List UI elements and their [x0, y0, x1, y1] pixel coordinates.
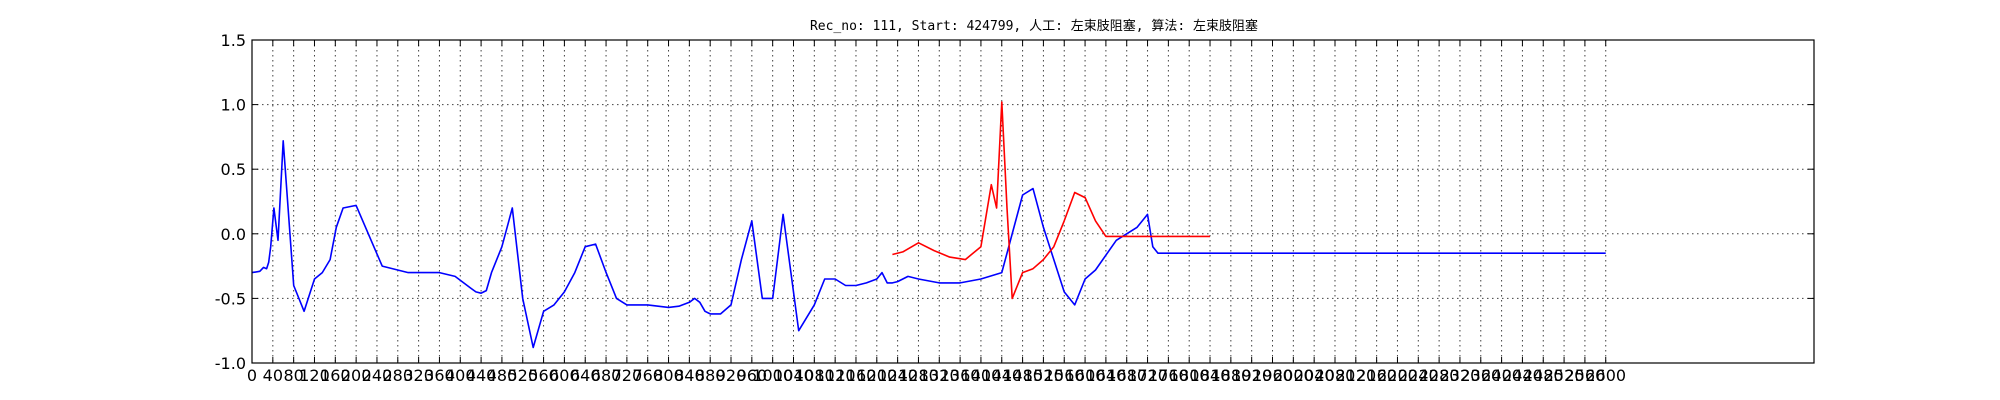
- chart-title: Rec_no: 111, Start: 424799, 人工: 左束肢阻塞, 算…: [810, 18, 1258, 34]
- x-tick-label: 480: [487, 366, 518, 385]
- x-tick-label: 1080: [794, 366, 835, 385]
- series-line-0: [251, 140, 1606, 349]
- x-tick-label: 1200: [856, 366, 897, 385]
- x-tick-label: 1120: [815, 366, 856, 385]
- x-tick-label: 1000: [752, 366, 793, 385]
- x-tick-label: 2240: [1398, 366, 1439, 385]
- x-tick-label: 2120: [1335, 366, 1376, 385]
- x-tick-label: 1240: [877, 366, 918, 385]
- x-tick-label: 1280: [898, 366, 939, 385]
- plot-frame: [251, 39, 1815, 364]
- x-tick-label: 640: [570, 366, 601, 385]
- x-tick-label: 960: [737, 366, 768, 385]
- x-tick-label: 1960: [1252, 366, 1293, 385]
- x-tick-label: 2360: [1460, 366, 1501, 385]
- series-layer: [251, 101, 1606, 349]
- x-tick-label: 880: [695, 366, 726, 385]
- x-tick-label: 1640: [1086, 366, 1127, 385]
- x-tick-label: 2000: [1273, 366, 1314, 385]
- axis-layer: 1.5 1.0 0.5 0.0 -0.5 -1.00 40 80120160200240280…: [215, 31, 1814, 385]
- x-tick-label: 440: [466, 366, 497, 385]
- x-tick-label: 1920: [1231, 366, 1272, 385]
- x-tick-label: 760: [632, 366, 663, 385]
- x-tick-label: 2440: [1502, 366, 1543, 385]
- x-tick-label: 1760: [1148, 366, 1189, 385]
- y-tick-label: 1.0: [221, 96, 246, 115]
- y-tick-label: 0.5: [221, 160, 246, 179]
- x-tick-label: 2280: [1419, 366, 1460, 385]
- x-tick-label: 1800: [1169, 366, 1210, 385]
- x-tick-label: 2520: [1544, 366, 1585, 385]
- x-tick-label: 2600: [1585, 366, 1626, 385]
- x-tick-label: 320: [403, 366, 434, 385]
- x-tick-label: 40: [263, 366, 283, 385]
- x-tick-label: 2080: [1315, 366, 1356, 385]
- x-tick-label: 1600: [1065, 366, 1106, 385]
- series-line-1: [892, 101, 1210, 300]
- x-tick-label: 1480: [1002, 366, 1043, 385]
- x-tick-label: 1720: [1127, 366, 1168, 385]
- x-tick-label: 2560: [1565, 366, 1606, 385]
- x-tick-label: 840: [674, 366, 705, 385]
- y-tick-label: -1.0: [215, 354, 246, 373]
- x-tick-label: 800: [653, 366, 684, 385]
- x-tick-label: 1520: [1023, 366, 1064, 385]
- x-tick-label: 720: [612, 366, 643, 385]
- x-tick-label: 1840: [1190, 366, 1231, 385]
- x-tick-label: 360: [424, 366, 455, 385]
- x-tick-label: 200: [341, 366, 372, 385]
- x-tick-label: 240: [362, 366, 393, 385]
- x-tick-label: 2200: [1377, 366, 1418, 385]
- x-tick-label: 280: [383, 366, 414, 385]
- x-tick-label: 680: [591, 366, 622, 385]
- x-tick-label: 1040: [773, 366, 814, 385]
- y-tick-label: -0.5: [215, 289, 246, 308]
- x-tick-label: 2040: [1294, 366, 1335, 385]
- x-tick-label: 600: [549, 366, 580, 385]
- x-tick-label: 120: [299, 366, 330, 385]
- x-tick-label: 1880: [1210, 366, 1251, 385]
- x-tick-label: 80: [283, 366, 303, 385]
- y-tick-label: 1.5: [221, 31, 246, 50]
- x-tick-label: 400: [445, 366, 476, 385]
- x-tick-label: 2320: [1440, 366, 1481, 385]
- x-tick-label: 1560: [1044, 366, 1085, 385]
- x-tick-label: 1360: [940, 366, 981, 385]
- x-tick-label: 1440: [981, 366, 1022, 385]
- x-tick-label: 2400: [1481, 366, 1522, 385]
- x-tick-label: 920: [716, 366, 747, 385]
- x-tick-label: 1680: [1106, 366, 1147, 385]
- grid-layer: [251, 39, 1814, 364]
- x-tick-label: 0: [247, 366, 257, 385]
- x-tick-label: 2160: [1356, 366, 1397, 385]
- x-tick-label: 2480: [1523, 366, 1564, 385]
- x-tick-label: 560: [528, 366, 559, 385]
- x-tick-label: 1320: [919, 366, 960, 385]
- x-tick-label: 1400: [961, 366, 1002, 385]
- y-tick-label: 0.0: [221, 225, 246, 244]
- x-tick-label: 1160: [836, 366, 877, 385]
- x-tick-label: 520: [507, 366, 538, 385]
- x-tick-label: 160: [320, 366, 351, 385]
